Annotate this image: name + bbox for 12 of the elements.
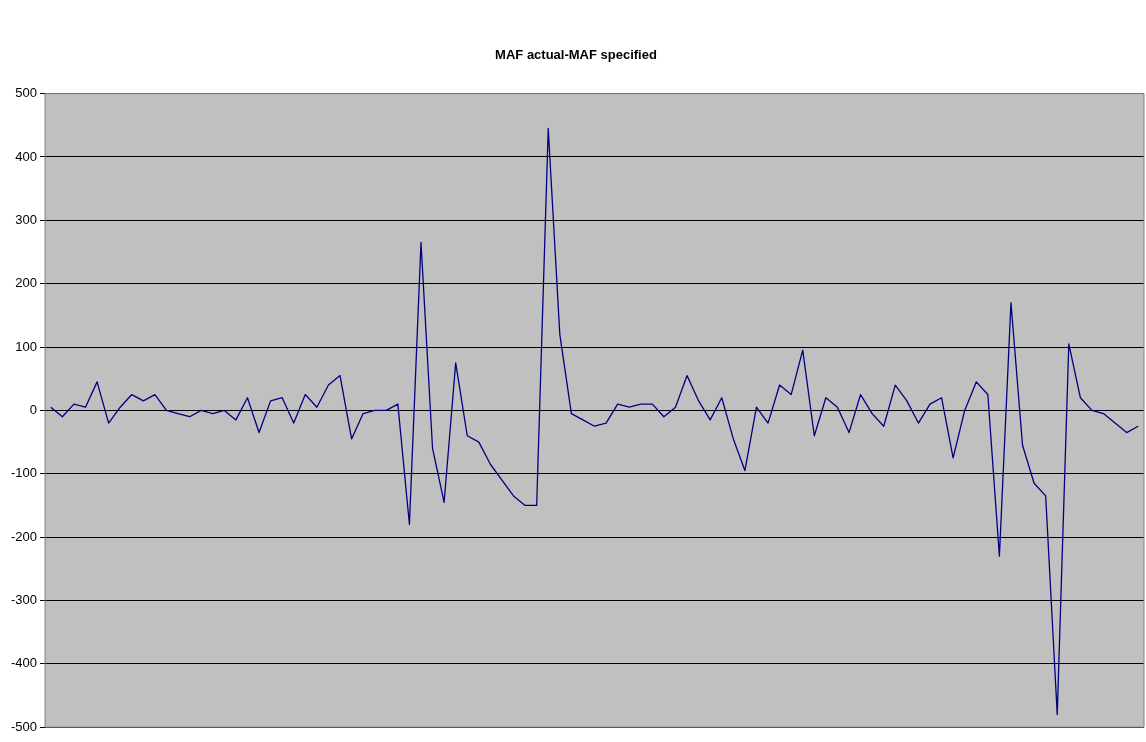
y-tick-label: 100 xyxy=(15,338,38,354)
y-tick-label: 200 xyxy=(15,275,38,291)
y-tick-label: -400 xyxy=(10,655,38,671)
y-tick-label: -100 xyxy=(10,465,38,481)
y-tick-label: 400 xyxy=(15,148,38,164)
y-tick-label: 300 xyxy=(15,211,38,227)
chart-title: MAF actual-MAF specified xyxy=(495,47,657,63)
y-tick-label: 500 xyxy=(15,85,38,101)
y-tick-label: -300 xyxy=(10,592,38,608)
y-tick-label: 0 xyxy=(29,401,38,417)
y-tick-label: -500 xyxy=(10,718,38,734)
y-tick-label: -200 xyxy=(10,528,38,544)
